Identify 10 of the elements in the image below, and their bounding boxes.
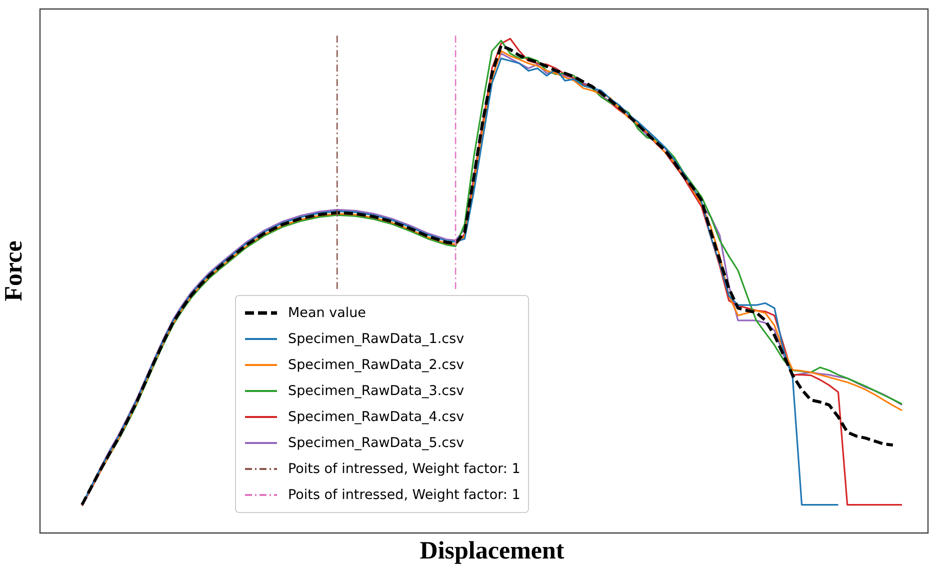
annotation: Poits of intressed, Weight factor: 1	[288, 461, 520, 477]
x-axis-title: Displacement	[420, 537, 565, 564]
annotation: Poits of intressed, Weight factor: 1	[288, 487, 520, 503]
legend-label: Specimen_RawData_3.csv	[288, 383, 464, 399]
legend-label: Specimen_RawData_5.csv	[288, 435, 464, 451]
legend-label: Specimen_RawData_1.csv	[288, 331, 464, 347]
legend-label: Specimen_RawData_4.csv	[288, 409, 464, 425]
legend-label: Mean value	[288, 305, 366, 321]
y-axis-title: Force	[0, 240, 28, 302]
legend-label: Specimen_RawData_2.csv	[288, 357, 464, 373]
